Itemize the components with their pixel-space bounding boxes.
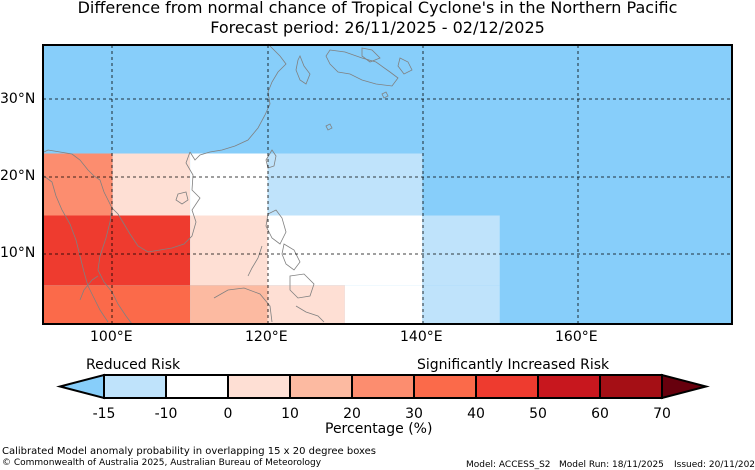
colorbar-extend-high bbox=[661, 373, 710, 400]
colorbar-tick: -10 bbox=[154, 406, 178, 422]
risk-cell bbox=[190, 215, 268, 286]
risk-cell bbox=[43, 215, 191, 286]
colorbar-tick: 50 bbox=[529, 406, 547, 422]
colorbar-segment bbox=[599, 374, 663, 399]
colorbar-tick: 0 bbox=[223, 406, 233, 422]
risk-cell bbox=[422, 215, 500, 286]
reduced-risk-label: Reduced Risk bbox=[86, 357, 181, 373]
colorbar-segment bbox=[537, 374, 601, 399]
colorbar-segment bbox=[475, 374, 539, 399]
map-frame bbox=[42, 44, 733, 325]
lon-label-140e: 140°E bbox=[400, 329, 443, 345]
colorbar-segment bbox=[165, 374, 229, 399]
increased-risk-label: Significantly Increased Risk bbox=[417, 357, 610, 373]
footer-issued: Issued: 20/11/2025 bbox=[674, 460, 755, 470]
colorbar-extend-low bbox=[56, 373, 105, 400]
map-title-line1: Difference from normal chance of Tropica… bbox=[77, 0, 678, 17]
colorbar-segment bbox=[103, 374, 167, 399]
colorbar bbox=[56, 373, 710, 400]
colorbar-segment bbox=[413, 374, 477, 399]
lat-label-30n: 30°N bbox=[0, 91, 36, 107]
lat-label-10n: 10°N bbox=[0, 245, 36, 261]
risk-cell bbox=[190, 153, 268, 216]
footer-copyright: © Commonwealth of Australia 2025, Austra… bbox=[2, 458, 322, 468]
risk-cells bbox=[43, 45, 732, 324]
risk-cell bbox=[112, 153, 191, 216]
map-title-line2: Forecast period: 26/11/2025 - 02/12/2025 bbox=[210, 18, 545, 37]
footer-model: Model: ACCESS_S2 bbox=[466, 460, 551, 470]
colorbar-tick: 30 bbox=[405, 406, 423, 422]
risk-cell bbox=[43, 153, 113, 216]
risk-cell bbox=[267, 153, 423, 216]
footer-model-run: Model Run: 18/11/2025 bbox=[559, 460, 664, 470]
risk-cell bbox=[344, 285, 423, 324]
risk-cell bbox=[267, 285, 345, 324]
graticule bbox=[43, 45, 732, 324]
colorbar-tick: 20 bbox=[343, 406, 361, 422]
lon-label-120e: 120°E bbox=[245, 329, 288, 345]
footer-description: Calibrated Model anomaly probability in … bbox=[2, 446, 377, 457]
risk-cell bbox=[190, 285, 268, 324]
lon-label-160e: 160°E bbox=[555, 329, 598, 345]
risk-cell bbox=[422, 285, 500, 324]
risk-cell bbox=[267, 215, 423, 286]
lat-label-20n: 20°N bbox=[0, 168, 36, 184]
colorbar-segment bbox=[227, 374, 291, 399]
risk-cell bbox=[43, 285, 191, 324]
lon-label-100e: 100°E bbox=[90, 329, 133, 345]
colorbar-tick: 40 bbox=[467, 406, 485, 422]
colorbar-segment bbox=[351, 374, 415, 399]
coastline-layer bbox=[43, 43, 413, 325]
colorbar-segment bbox=[289, 374, 353, 399]
colorbar-tick: 60 bbox=[591, 406, 609, 422]
colorbar-tick: -15 bbox=[92, 406, 116, 422]
colorbar-unit-label: Percentage (%) bbox=[325, 421, 433, 437]
colorbar-tick: 70 bbox=[653, 406, 671, 422]
colorbar-tick: 10 bbox=[281, 406, 299, 422]
